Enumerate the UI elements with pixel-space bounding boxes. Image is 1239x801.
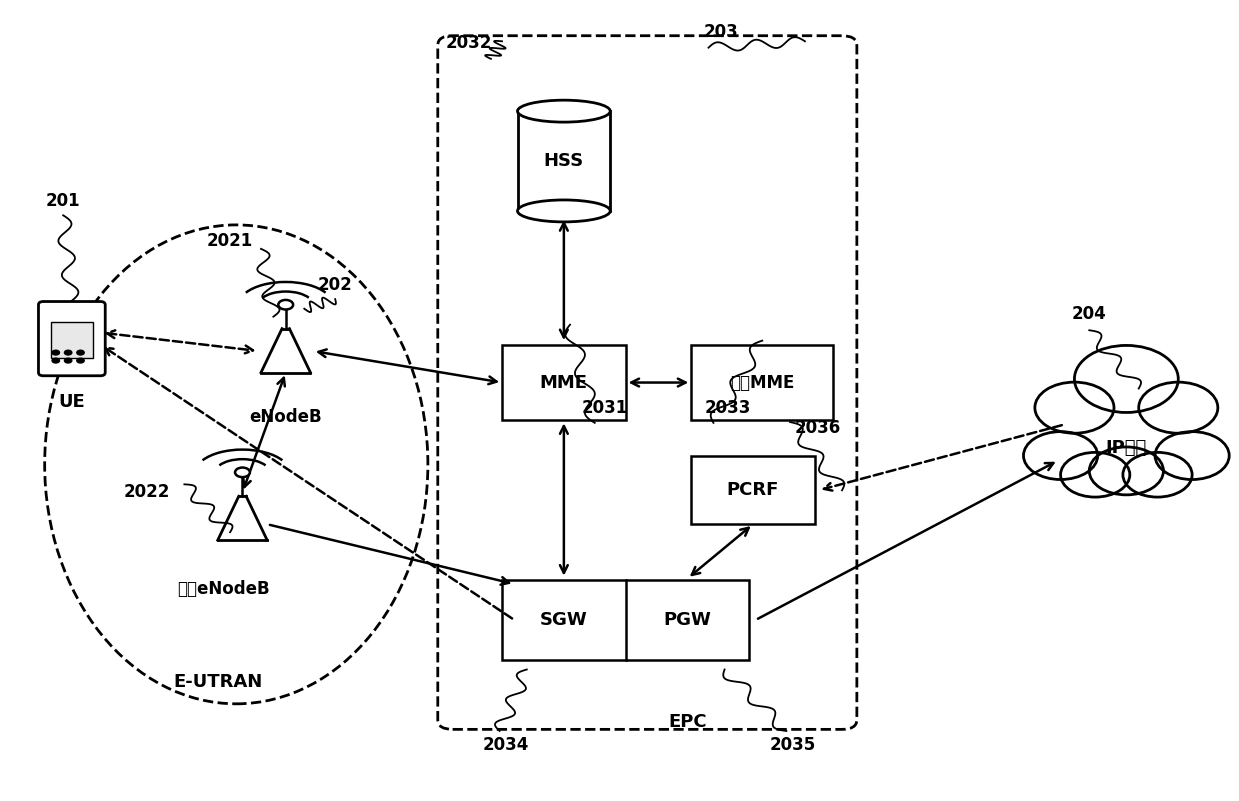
FancyBboxPatch shape — [691, 344, 834, 421]
Text: 其它eNodeB: 其它eNodeB — [177, 580, 270, 598]
Circle shape — [77, 358, 84, 363]
Circle shape — [1139, 382, 1218, 433]
Text: 2034: 2034 — [482, 736, 529, 755]
Circle shape — [77, 350, 84, 355]
Text: IP业务: IP业务 — [1105, 440, 1147, 457]
Text: 2032: 2032 — [446, 34, 492, 52]
Text: 其它MME: 其它MME — [730, 373, 794, 392]
FancyBboxPatch shape — [518, 111, 611, 211]
Text: EPC: EPC — [668, 714, 706, 731]
Ellipse shape — [518, 200, 611, 222]
Circle shape — [1061, 453, 1130, 497]
Circle shape — [52, 350, 59, 355]
Circle shape — [1074, 345, 1178, 413]
FancyBboxPatch shape — [38, 301, 105, 376]
Text: 2022: 2022 — [124, 483, 171, 501]
Text: MME: MME — [540, 373, 587, 392]
FancyBboxPatch shape — [502, 344, 626, 421]
FancyBboxPatch shape — [51, 322, 93, 357]
Text: E-UTRAN: E-UTRAN — [173, 674, 263, 691]
Text: eNodeB: eNodeB — [249, 409, 322, 426]
Circle shape — [64, 350, 72, 355]
Text: 201: 201 — [46, 192, 81, 210]
Text: PGW: PGW — [664, 611, 711, 629]
Ellipse shape — [45, 225, 427, 704]
Text: 2021: 2021 — [207, 231, 253, 250]
Ellipse shape — [518, 100, 611, 122]
Text: 204: 204 — [1072, 305, 1106, 324]
Circle shape — [52, 358, 59, 363]
Text: 2031: 2031 — [581, 400, 628, 417]
Text: 203: 203 — [704, 22, 738, 41]
Text: HSS: HSS — [544, 152, 584, 170]
Text: 2035: 2035 — [769, 736, 815, 755]
Circle shape — [235, 468, 250, 477]
FancyBboxPatch shape — [691, 457, 815, 524]
Circle shape — [1023, 432, 1098, 480]
Text: 2033: 2033 — [705, 400, 752, 417]
Circle shape — [64, 358, 72, 363]
FancyBboxPatch shape — [437, 36, 857, 730]
FancyBboxPatch shape — [502, 580, 750, 660]
Text: 2036: 2036 — [794, 420, 840, 437]
Text: 202: 202 — [317, 276, 353, 294]
Circle shape — [1035, 382, 1114, 433]
Text: UE: UE — [58, 392, 85, 411]
Text: SGW: SGW — [540, 611, 587, 629]
Circle shape — [1123, 453, 1192, 497]
Circle shape — [1089, 447, 1163, 495]
Text: PCRF: PCRF — [727, 481, 779, 499]
Circle shape — [279, 300, 294, 309]
Circle shape — [1155, 432, 1229, 480]
